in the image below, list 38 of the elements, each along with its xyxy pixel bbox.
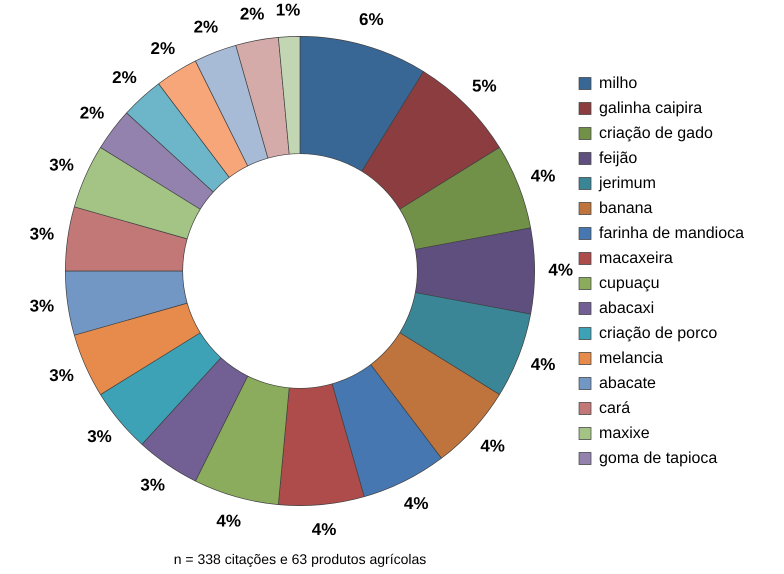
legend-label: jerimum (598, 174, 656, 192)
data-label: 4% (530, 354, 556, 374)
legend-label: cupuaçu (599, 274, 660, 292)
data-label: 4% (216, 511, 241, 530)
text: n = 338 citações e 63 produtos agrícolas (174, 550, 426, 567)
data-label: 4% (548, 260, 573, 280)
data-label: 6% (359, 10, 384, 29)
data-label: 4% (404, 494, 428, 514)
legend-label: criação de gado (599, 124, 713, 142)
legend-label: macaxeira (599, 250, 673, 267)
legend-label: milho (599, 74, 638, 92)
legend-label: abacaxi (599, 300, 654, 317)
data-label: 3% (30, 224, 54, 244)
data-label: 3% (49, 155, 74, 174)
legend-label: galinha caipira (599, 100, 702, 117)
data-label: 3% (87, 427, 112, 446)
legend-label: abacate (599, 374, 656, 392)
data-label: 4% (530, 166, 556, 186)
legend-label: cará (599, 400, 630, 417)
legend-label: goma de tapioca (599, 450, 718, 467)
legend-label: melancia (599, 350, 664, 367)
legend-label: maxixe (599, 424, 650, 442)
data-label: 3% (30, 296, 54, 316)
data-label: 2% (150, 39, 176, 58)
legend-label: farinha de mandioca (599, 224, 744, 242)
data-label: 4% (480, 436, 505, 456)
data-label: 4% (312, 520, 336, 540)
data-label: 1% (276, 0, 300, 20)
data-label: 2% (112, 68, 137, 88)
legend-label: banana (599, 200, 653, 217)
data-label: 2% (80, 104, 104, 123)
legend-label: feijão (599, 150, 638, 167)
data-label: 3% (140, 476, 165, 495)
data-label: 2% (194, 18, 218, 37)
data-label: 5% (472, 76, 497, 96)
data-label: 2% (240, 4, 264, 24)
legend-label: criação de porco (599, 324, 718, 342)
data-label: 3% (49, 366, 74, 385)
